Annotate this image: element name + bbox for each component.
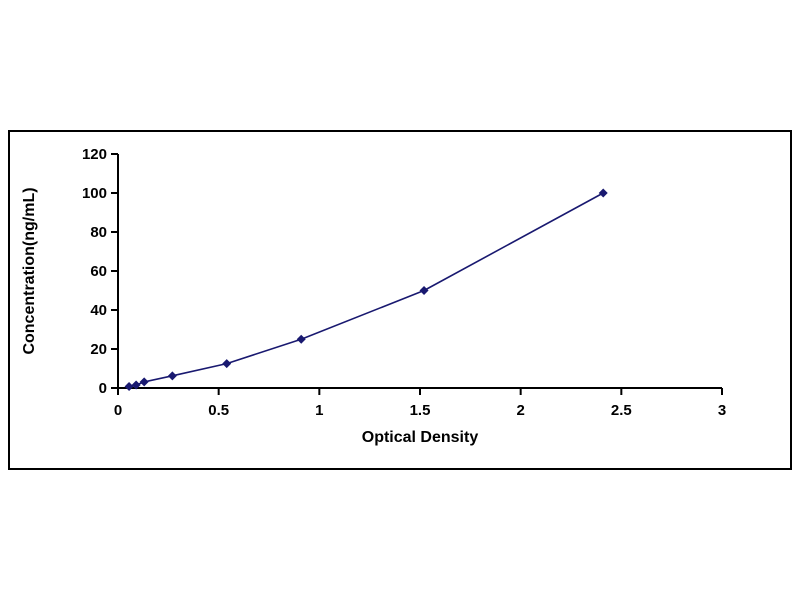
x-tick-label: 2.5 [611, 402, 632, 419]
y-tick-label: 80 [90, 224, 107, 241]
data-point-marker [598, 188, 608, 198]
y-tick-label: 40 [90, 302, 107, 319]
data-point-marker [167, 371, 177, 381]
x-axis-title: Optical Density [362, 429, 479, 446]
data-point-marker [124, 381, 134, 391]
y-tick-label: 0 [99, 380, 107, 397]
data-point-marker [296, 334, 306, 344]
data-point-marker [222, 359, 232, 369]
y-tick-label: 20 [90, 341, 107, 358]
x-tick-label: 2 [516, 402, 524, 419]
chart-axes: 0 20 40 60 80 100 120 0 0.5 1 1.5 2 2.5 3 [82, 146, 726, 419]
x-tick-label: 1.5 [410, 402, 431, 419]
data-point-marker [139, 377, 149, 387]
x-tick-label: 0 [114, 402, 122, 419]
series-line [128, 192, 604, 388]
data-point-marker [419, 286, 429, 295]
x-tick-label: 3 [718, 402, 726, 419]
chart-series [124, 188, 608, 391]
y-axis-title: Concentration(ng/mL) [21, 187, 38, 354]
x-tick-label: 0.5 [208, 402, 229, 419]
y-tick-label: 100 [82, 185, 107, 202]
standard-curve-chart: 0 20 40 60 80 100 120 0 0.5 1 1.5 2 2.5 3 Optical Den… [21, 146, 726, 446]
y-tick-label: 120 [82, 146, 107, 163]
chart-panel: 0 20 40 60 80 100 120 0 0.5 1 1.5 2 2.5 3 Optical Den… [8, 130, 792, 470]
x-tick-label: 1 [315, 402, 323, 419]
data-point-marker [131, 380, 141, 390]
y-tick-label: 60 [90, 263, 107, 280]
